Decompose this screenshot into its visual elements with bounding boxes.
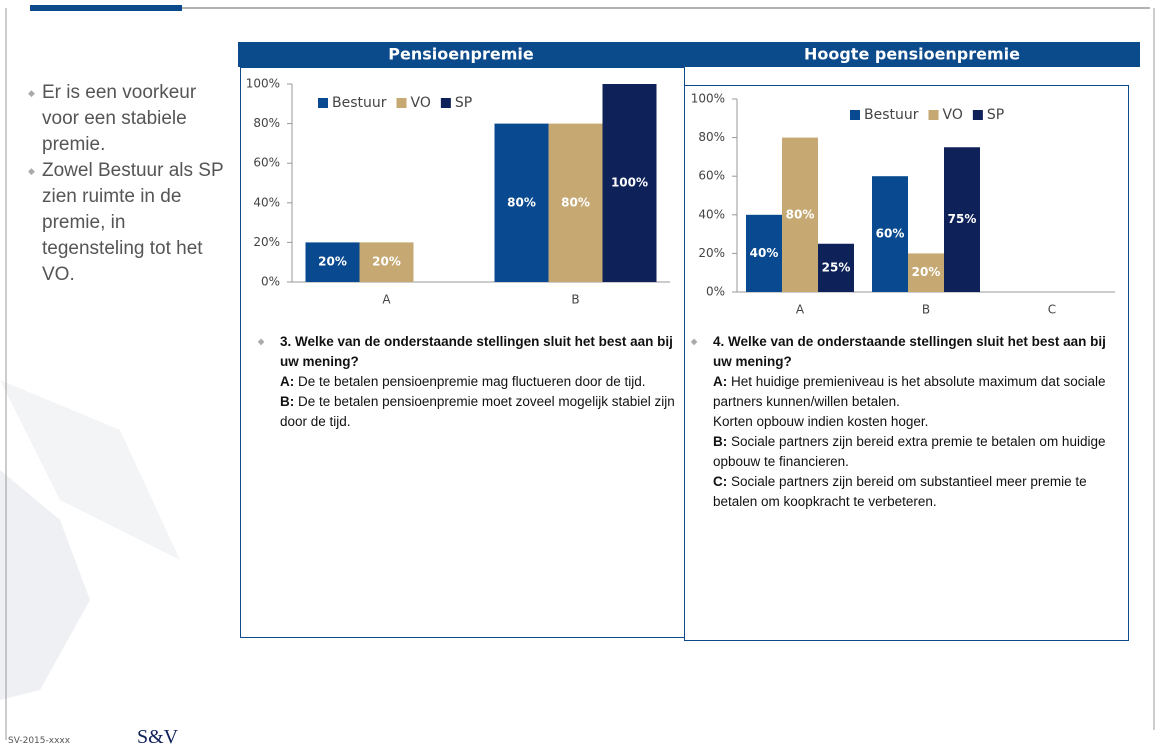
bar [494, 123, 549, 282]
option-text: Het huidige premieniveau is het absolute… [713, 374, 1106, 409]
header-bar [685, 42, 1140, 67]
chart-title: Hoogte pensioenpremie [804, 45, 1020, 64]
x-tick-label: A [382, 293, 391, 307]
question-text: 4. Welke van de onderstaande stellingen … [691, 332, 1118, 372]
bar [782, 137, 818, 292]
y-tick-label: 80% [253, 116, 280, 130]
option-label: A: [713, 374, 728, 389]
bar [359, 242, 414, 282]
option-text: De te betalen pensioenpremie mag fluctue… [298, 374, 646, 389]
x-tick-label: A [796, 303, 805, 317]
data-label: 20% [318, 255, 347, 269]
legend-label: SP [987, 107, 1004, 123]
y-tick-label: 40% [698, 207, 725, 221]
legend-label: SP [455, 95, 472, 111]
legend-swatch [318, 98, 328, 108]
y-tick-label: 20% [253, 235, 280, 249]
question-text: 3. Welke van de onderstaande stellingen … [258, 332, 690, 372]
y-tick-label: 0% [706, 285, 725, 299]
x-tick-label: C [1048, 303, 1056, 317]
chart-title: Pensioenpremie [388, 45, 534, 64]
data-label: 25% [822, 260, 851, 274]
data-label: 80% [507, 195, 536, 209]
legend-label: Bestuur [864, 107, 919, 123]
option-text: De te betalen pensioenpremie moet zoveel… [280, 394, 675, 429]
y-tick-label: 60% [698, 169, 725, 183]
option-text: Sociale partners zijn bereid om substant… [713, 474, 1087, 509]
option-label: A: [280, 374, 295, 389]
bullets: Er is een voorkeur voor een stabiele pre… [28, 80, 228, 288]
question: 3. Welke van de onderstaande stellingen … [258, 332, 690, 432]
data-label: 60% [876, 227, 905, 241]
bar [908, 253, 944, 292]
legend-swatch [850, 110, 860, 120]
data-label: 40% [750, 246, 779, 260]
data-label: 100% [611, 176, 648, 190]
option-label: B: [713, 434, 728, 449]
question: 4. Welke van de onderstaande stellingen … [691, 332, 1118, 512]
bullet: Er is een voorkeur voor een stabiele pre… [28, 80, 228, 158]
data-label: 20% [912, 265, 941, 279]
x-tick-label: B [922, 303, 930, 317]
legend-swatch [440, 98, 451, 108]
option: C: Sociale partners zijn bereid om subst… [713, 472, 1118, 512]
footer-code: SV-2015-xxxx [8, 736, 71, 746]
bar [746, 214, 782, 292]
bullet: Zowel Bestuur als SP zien ruimte in de p… [28, 158, 228, 288]
option-label: B: [280, 394, 295, 409]
x-tick-label: B [571, 293, 579, 307]
option: Korten opbouw indien kosten hoger. [713, 412, 1118, 432]
y-tick-label: 60% [253, 156, 280, 170]
bar [818, 243, 854, 292]
option: B: Sociale partners zijn bereid extra pr… [713, 432, 1118, 472]
option: A: Het huidige premieniveau is het absol… [713, 372, 1118, 412]
bar [602, 84, 657, 282]
y-tick-label: 80% [698, 130, 725, 144]
y-tick-label: 100% [691, 92, 725, 106]
bar [872, 176, 908, 292]
logo: S&V [137, 726, 179, 748]
option: B: De te betalen pensioenpremie moet zov… [280, 392, 690, 432]
option-text: Korten opbouw indien kosten hoger. [713, 414, 929, 429]
legend-label: VO [411, 95, 431, 111]
legend-label: Bestuur [332, 95, 387, 111]
bar [548, 123, 603, 282]
data-label: 75% [948, 212, 977, 226]
bar [305, 242, 360, 282]
top-bar [30, 5, 182, 11]
bar [944, 147, 980, 292]
y-tick-label: 100% [246, 77, 280, 91]
legend-swatch [928, 110, 939, 120]
data-label: 80% [786, 207, 815, 221]
y-tick-label: 20% [698, 246, 725, 260]
legend-swatch [396, 98, 407, 108]
option: A: De te betalen pensioenpremie mag fluc… [280, 372, 690, 392]
legend-label: VO [943, 107, 963, 123]
header-bar [238, 42, 685, 67]
y-tick-label: 40% [253, 195, 280, 209]
data-label: 80% [561, 195, 590, 209]
y-tick-label: 0% [261, 275, 280, 289]
legend-swatch [972, 110, 983, 120]
option-text: Sociale partners zijn bereid extra premi… [713, 434, 1106, 469]
data-label: 20% [372, 255, 401, 269]
decoration [0, 380, 180, 560]
decoration [0, 470, 90, 700]
option-label: C: [713, 474, 728, 489]
